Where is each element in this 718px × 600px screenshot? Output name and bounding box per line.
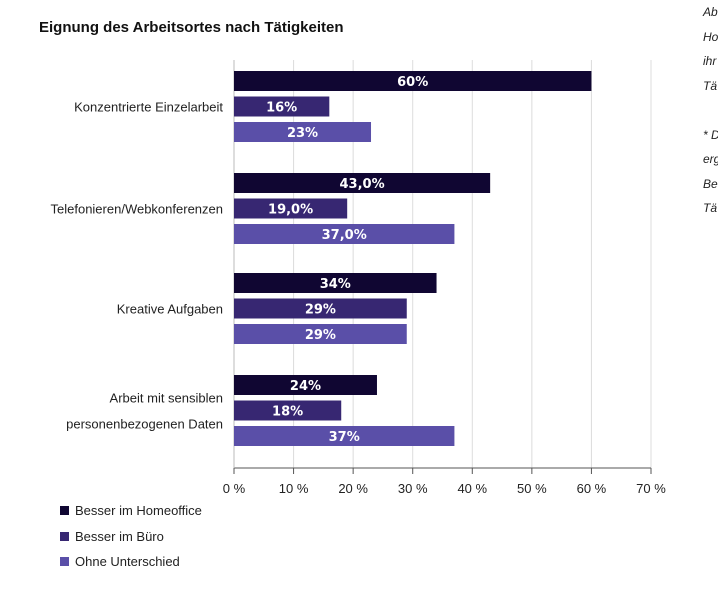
data-label: 29% <box>305 303 336 318</box>
bar <box>234 324 407 344</box>
side-text-cut-off: Ab Ho ihr Tä * D erg Be Tä <box>703 0 718 221</box>
legend-swatch <box>60 506 69 515</box>
side-text-line: Ab <box>703 5 718 19</box>
bar <box>234 198 348 219</box>
legend-swatch <box>60 557 69 566</box>
data-label: 43,0% <box>340 177 385 192</box>
category-label: Konzentrierte Einzelarbeit <box>74 100 223 115</box>
side-text-line: ihr <box>703 54 717 68</box>
bar <box>234 298 407 319</box>
legend-item: Besser im Homeoffice <box>60 503 202 518</box>
category-label: Kreative Aufgaben <box>117 302 223 317</box>
legend-label: Besser im Homeoffice <box>75 503 202 518</box>
legend-label: Besser im Büro <box>75 528 164 544</box>
data-label: 16% <box>266 101 297 116</box>
bar <box>234 273 437 293</box>
x-tick-label: 30 % <box>398 481 428 496</box>
side-text-line: * D <box>703 127 718 142</box>
legend-label: Ohne Unterschied <box>75 554 180 569</box>
category-label: Arbeit mit sensiblen <box>110 391 223 406</box>
data-label: 37% <box>329 430 360 445</box>
x-tick-label: 70 % <box>636 481 666 496</box>
side-text-line: erg <box>703 152 718 166</box>
bar <box>234 400 342 421</box>
category-label: personenbezogenen Daten <box>66 417 223 432</box>
data-label: 37,0% <box>322 228 367 243</box>
x-tick-label: 50 % <box>517 481 547 496</box>
legend-item: Ohne Unterschied <box>60 554 180 569</box>
data-label: 19,0% <box>268 203 313 218</box>
bar <box>234 426 455 446</box>
x-tick-label: 10 % <box>279 481 309 496</box>
side-text-line: Be <box>703 176 718 191</box>
bar <box>234 375 377 395</box>
x-tick-label: 40 % <box>457 481 487 496</box>
legend-item: Besser im Büro <box>60 529 164 544</box>
side-text-line: Ho <box>703 29 718 44</box>
x-tick-label: 0 % <box>223 481 246 496</box>
data-label: 34% <box>320 277 351 292</box>
data-label: 24% <box>290 379 321 394</box>
x-tick-label: 60 % <box>577 481 607 496</box>
data-label: 18% <box>272 405 303 420</box>
data-label: 29% <box>305 328 336 343</box>
x-tick-label: 20 % <box>338 481 368 496</box>
bar <box>234 224 455 244</box>
side-text-line: Tä <box>703 78 718 93</box>
bar <box>234 173 491 193</box>
chart-title: Eignung des Arbeitsortes nach Tätigkeite… <box>39 19 344 36</box>
bar <box>234 71 592 91</box>
bar <box>234 122 372 142</box>
data-label: 23% <box>287 126 318 141</box>
category-label: Telefonieren/Webkonferenzen <box>51 202 224 217</box>
data-label: 60% <box>397 75 428 90</box>
legend-swatch <box>60 531 69 541</box>
side-text-line: Tä <box>703 201 718 215</box>
bar <box>234 96 330 117</box>
